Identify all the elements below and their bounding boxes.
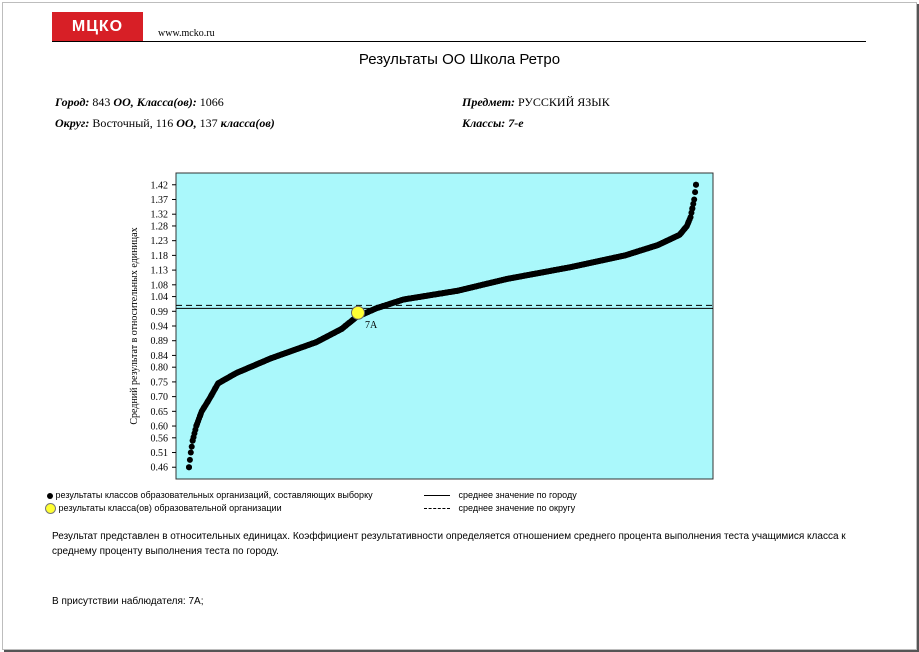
- legend-city-label: среднее значение по городу: [458, 490, 577, 500]
- legend-district-label: среднее значение по округу: [458, 503, 576, 513]
- class-point: [692, 189, 699, 196]
- legend-highlight: результаты класса(ов) образовательной ор…: [45, 503, 282, 515]
- mcko-logo: МЦКО: [52, 12, 143, 41]
- y-tick-label: 0.56: [151, 433, 169, 444]
- y-tick-label: 1.42: [151, 180, 169, 191]
- black-dot-icon: [47, 492, 53, 499]
- y-tick-label: 0.60: [151, 422, 169, 433]
- city-label: Город:: [55, 95, 90, 109]
- classes-label: Классы:: [462, 116, 506, 130]
- explanation-note: Результат представлен в относительных ед…: [52, 531, 846, 557]
- district-label: Округ:: [55, 116, 90, 130]
- y-tick-label: 0.75: [151, 377, 169, 388]
- city-oo-count: 843: [92, 95, 111, 109]
- y-tick-label: 1.23: [151, 236, 169, 247]
- y-tick-label: 0.99: [151, 307, 169, 318]
- legend-district: среднее значение по округу: [424, 503, 575, 513]
- highlight-point: [351, 305, 365, 320]
- y-tick-label: 1.08: [151, 280, 169, 291]
- solid-line-icon: [424, 495, 450, 497]
- y-tick-label: 0.84: [151, 351, 169, 362]
- y-tick-label: 0.46: [151, 463, 169, 474]
- city-classes-count: 1066: [199, 95, 224, 109]
- y-tick-label: 0.65: [151, 407, 169, 418]
- classes-info: Классы: 7-е: [462, 116, 524, 131]
- oo-classes-label: ОО, Класса(ов):: [113, 95, 197, 109]
- city-info: Город: 843 ОО, Класса(ов): 1066: [55, 95, 224, 110]
- district-info: Округ: Восточный, 116 ОО, 137 класса(ов): [55, 116, 275, 131]
- subject-info: Предмет: РУССКИЙ ЯЗЫК: [462, 95, 610, 110]
- page-title: Результаты ОО Школа Ретро: [358, 51, 561, 68]
- yellow-circle-icon: [45, 503, 56, 515]
- district-classes-count: 137: [199, 116, 218, 130]
- y-tick-label: 1.13: [151, 266, 169, 277]
- y-tick-label: 0.70: [151, 392, 169, 403]
- legend-highlight-label: результаты класса(ов) образовательной ор…: [58, 503, 282, 513]
- class-point: [691, 196, 698, 203]
- y-tick-label: 0.80: [151, 363, 169, 374]
- classes-value: 7-е: [508, 116, 524, 130]
- header-divider: [52, 41, 866, 42]
- plot-area: [175, 172, 714, 480]
- y-axis-label: Средний результат в относительных единиц…: [129, 227, 140, 424]
- y-tick-label: 1.32: [151, 210, 169, 221]
- class-point: [693, 181, 699, 188]
- site-url[interactable]: www.mcko.ru: [158, 28, 215, 39]
- y-tick-label: 1.37: [151, 195, 169, 206]
- district-classes-label: класса(ов): [220, 116, 275, 130]
- y-tick-label: 0.51: [151, 448, 169, 459]
- y-tick-label: 1.28: [151, 221, 169, 232]
- class-point: [187, 449, 194, 456]
- subject-value: РУССКИЙ ЯЗЫК: [518, 95, 610, 109]
- district-oo-label: ОО,: [176, 116, 197, 130]
- y-tick-label: 0.89: [151, 336, 169, 347]
- y-tick-label: 1.04: [151, 292, 169, 303]
- observer-note: В присутствии наблюдателя: 7А;: [52, 596, 204, 607]
- y-tick-label: 0.94: [151, 322, 169, 333]
- legend-dots-label: результаты классов образовательных орган…: [55, 490, 373, 500]
- legend-city: среднее значение по городу: [424, 490, 577, 500]
- district-value: Восточный, 116: [92, 116, 174, 130]
- y-tick-label: 1.18: [151, 251, 169, 262]
- dashed-line-icon: [424, 508, 450, 510]
- class-point: [188, 443, 195, 450]
- highlight-label: 7А: [365, 320, 378, 331]
- legend-dots: результаты классов образовательных орган…: [47, 490, 373, 500]
- class-point: [186, 464, 192, 471]
- class-point: [186, 456, 193, 463]
- subject-label: Предмет:: [462, 95, 516, 109]
